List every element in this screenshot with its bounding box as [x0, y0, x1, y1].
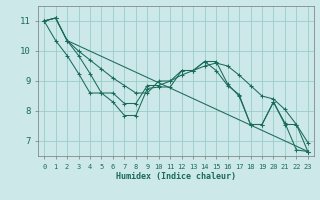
- X-axis label: Humidex (Indice chaleur): Humidex (Indice chaleur): [116, 172, 236, 181]
